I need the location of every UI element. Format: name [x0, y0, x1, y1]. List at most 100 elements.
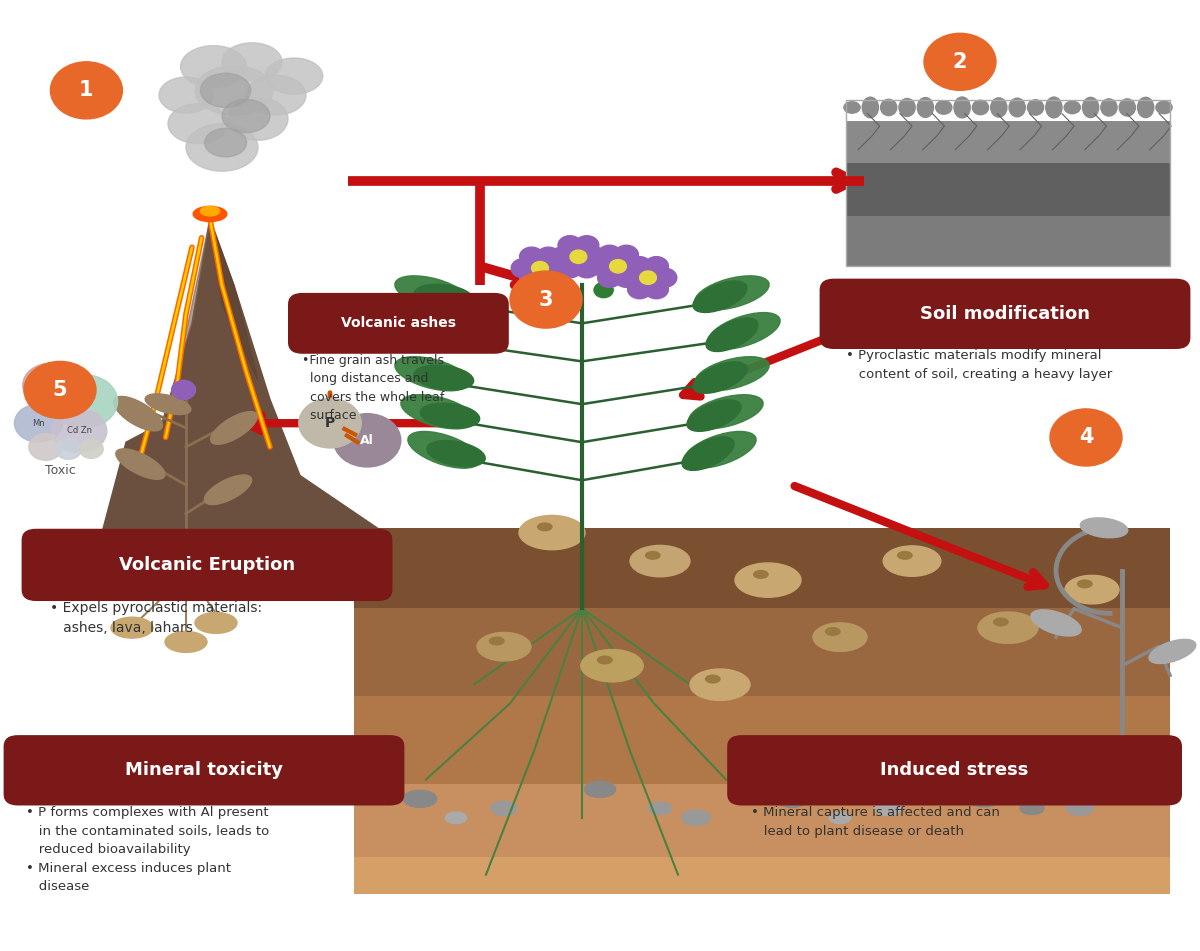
Text: Mg: Mg: [77, 397, 91, 406]
Ellipse shape: [1156, 101, 1172, 114]
Ellipse shape: [690, 670, 750, 700]
Circle shape: [172, 380, 196, 399]
Ellipse shape: [954, 97, 971, 118]
Ellipse shape: [1150, 639, 1195, 664]
Ellipse shape: [265, 58, 323, 94]
Circle shape: [644, 257, 668, 276]
Ellipse shape: [420, 403, 480, 428]
Ellipse shape: [598, 656, 612, 664]
Circle shape: [520, 270, 544, 289]
Ellipse shape: [1100, 99, 1117, 116]
Text: •Fine grain ash travels
  long distances and
  covers the whole leaf
  surface: •Fine grain ash travels long distances a…: [302, 354, 445, 422]
Circle shape: [598, 268, 622, 287]
Ellipse shape: [1080, 518, 1128, 537]
Circle shape: [550, 247, 574, 266]
Ellipse shape: [1066, 575, 1120, 604]
Circle shape: [610, 260, 626, 273]
Circle shape: [24, 361, 96, 418]
Ellipse shape: [844, 102, 860, 113]
Ellipse shape: [538, 523, 552, 531]
Circle shape: [589, 257, 613, 276]
Ellipse shape: [695, 357, 769, 391]
Ellipse shape: [898, 552, 912, 559]
Ellipse shape: [114, 397, 162, 431]
Ellipse shape: [1120, 99, 1135, 116]
Ellipse shape: [445, 812, 467, 824]
Ellipse shape: [194, 66, 274, 115]
Text: • Expels pyroclastic materials:
   ashes, lava, lahars: • Expels pyroclastic materials: ashes, l…: [50, 601, 263, 635]
Ellipse shape: [899, 99, 916, 116]
Ellipse shape: [1067, 801, 1093, 815]
Polygon shape: [210, 219, 258, 380]
Text: Fe: Fe: [44, 380, 56, 390]
Ellipse shape: [936, 101, 952, 114]
Text: 4: 4: [1079, 427, 1093, 448]
Ellipse shape: [112, 617, 154, 638]
Ellipse shape: [491, 801, 517, 815]
Bar: [354, 858, 1170, 894]
Ellipse shape: [403, 321, 461, 348]
Bar: [846, 122, 1170, 164]
Circle shape: [924, 33, 996, 90]
Ellipse shape: [401, 395, 475, 429]
Ellipse shape: [222, 43, 282, 81]
Circle shape: [598, 245, 622, 264]
Ellipse shape: [211, 412, 257, 444]
Circle shape: [563, 289, 582, 304]
Circle shape: [536, 270, 560, 289]
Ellipse shape: [917, 98, 934, 117]
Text: Volcanic Eruption: Volcanic Eruption: [119, 556, 295, 573]
Ellipse shape: [478, 632, 530, 661]
Circle shape: [52, 409, 107, 453]
Ellipse shape: [200, 73, 251, 107]
Bar: [354, 609, 1170, 696]
Circle shape: [14, 404, 62, 442]
Text: • P forms complexes with Al present
   in the contaminated soils, leads to
   re: • P forms complexes with Al present in t…: [26, 806, 270, 893]
Ellipse shape: [978, 612, 1038, 643]
Ellipse shape: [775, 790, 809, 807]
FancyBboxPatch shape: [4, 735, 404, 805]
Ellipse shape: [168, 104, 228, 144]
Ellipse shape: [692, 361, 748, 394]
Circle shape: [50, 62, 122, 119]
Ellipse shape: [695, 276, 769, 310]
Text: • Pyroclastic materials modify mineral
   content of soil, creating a heavy laye: • Pyroclastic materials modify mineral c…: [846, 349, 1112, 380]
Ellipse shape: [228, 98, 288, 141]
Ellipse shape: [706, 675, 720, 683]
Circle shape: [539, 278, 558, 293]
Ellipse shape: [200, 206, 220, 216]
Ellipse shape: [829, 812, 851, 824]
Ellipse shape: [408, 432, 480, 468]
Circle shape: [628, 257, 652, 276]
Ellipse shape: [145, 394, 191, 415]
Ellipse shape: [863, 97, 878, 118]
Ellipse shape: [883, 546, 941, 576]
Text: Mineral toxicity: Mineral toxicity: [125, 762, 283, 779]
Ellipse shape: [222, 100, 270, 133]
Bar: [846, 217, 1170, 266]
Ellipse shape: [1020, 803, 1044, 814]
Ellipse shape: [166, 631, 208, 652]
Text: 2: 2: [953, 51, 967, 72]
Ellipse shape: [490, 637, 504, 645]
Ellipse shape: [1009, 98, 1025, 117]
Ellipse shape: [584, 782, 616, 797]
Ellipse shape: [1027, 100, 1044, 115]
Ellipse shape: [1082, 97, 1099, 118]
Ellipse shape: [395, 357, 469, 391]
Polygon shape: [162, 219, 210, 423]
Circle shape: [545, 259, 569, 278]
Ellipse shape: [204, 128, 247, 157]
Circle shape: [640, 271, 656, 284]
Ellipse shape: [1064, 101, 1080, 114]
Circle shape: [619, 268, 643, 287]
Circle shape: [1050, 409, 1122, 466]
Ellipse shape: [968, 791, 1000, 806]
Text: Induced stress: Induced stress: [881, 762, 1028, 779]
Circle shape: [623, 257, 647, 276]
Ellipse shape: [692, 281, 748, 313]
Circle shape: [583, 247, 607, 266]
Ellipse shape: [875, 801, 901, 815]
Circle shape: [50, 375, 118, 428]
Ellipse shape: [826, 628, 840, 635]
